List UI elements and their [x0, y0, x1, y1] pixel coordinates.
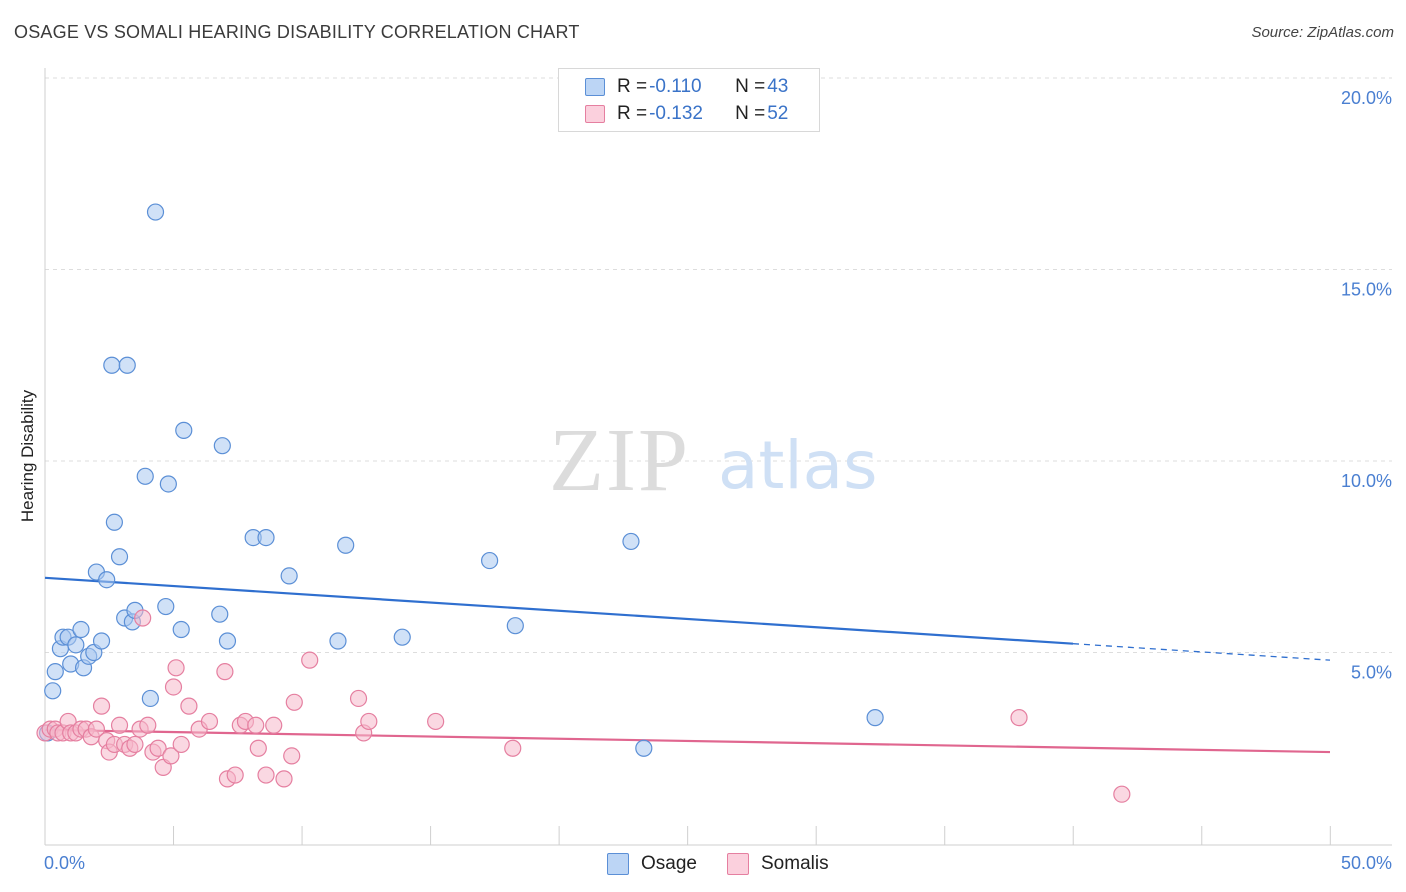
osage-point [635, 739, 653, 757]
somalis-point [139, 716, 157, 734]
x-tick-label: 0.0% [44, 853, 85, 873]
somalis-point [87, 720, 106, 738]
somalis-point [162, 747, 180, 765]
legend-row-osage: R = -0.110 N = 43 [585, 74, 788, 100]
legend-n-label: N = [735, 103, 766, 124]
somalis-point [301, 651, 319, 669]
grid-lines [45, 77, 1392, 653]
osage-point [72, 620, 90, 639]
somalis-point [283, 747, 301, 765]
osage-point [218, 632, 237, 650]
tick-labels: 5.0% 10.0% 15.0% 20.0% 0.0% 50.0% [44, 88, 1392, 873]
somalis-point [92, 697, 111, 715]
osage-point [280, 567, 298, 585]
somalis-legend-label: Somalis [761, 853, 829, 874]
somalis-point [172, 735, 190, 754]
osage-point [105, 513, 123, 531]
bottom-legend-osage: Osage [607, 850, 697, 878]
osage-swatch [585, 78, 605, 96]
osage-trend-extension [1072, 643, 1331, 661]
somalis-point [257, 766, 275, 784]
somalis-point [427, 712, 445, 731]
somalis-point [275, 770, 293, 788]
watermark-zip: ZIP [549, 411, 690, 510]
x-tick-label: 50.0% [1341, 853, 1392, 873]
somalis-point [1113, 785, 1131, 803]
watermark: ZIP atlas [549, 411, 878, 510]
stats-legend: R = -0.110 N = 43 R = -0.132 N = 52 [558, 68, 820, 132]
somalis-point [110, 716, 129, 734]
somalis-swatch [585, 105, 605, 123]
somalis-point [285, 693, 303, 711]
osage-point [46, 663, 64, 681]
legend-row-somalis: R = -0.132 N = 52 [585, 101, 788, 127]
osage-point [157, 597, 175, 616]
osage-legend-swatch [607, 853, 629, 875]
somalis-point [349, 689, 368, 708]
somalis-point [504, 739, 522, 757]
legend-r-label: R = [617, 103, 648, 124]
axes [44, 68, 1392, 846]
osage-point [172, 620, 190, 639]
watermark-atlas: atlas [718, 427, 878, 504]
somalis-point [1010, 709, 1028, 727]
legend-n-label: N = [735, 76, 766, 97]
osage-point [159, 475, 177, 493]
osage-point [622, 532, 640, 551]
somalis-point [216, 663, 234, 681]
y-tick-label: 5.0% [1351, 663, 1392, 683]
legend-r-label: R = [617, 76, 648, 97]
osage-point [103, 356, 121, 374]
osage-point [213, 437, 231, 455]
osage-point [118, 356, 136, 374]
somalis-point [164, 678, 183, 696]
osage-point [98, 571, 116, 589]
osage-point [92, 632, 111, 650]
somalis-point [249, 739, 267, 757]
trend-lines [44, 576, 1331, 754]
osage-point [866, 709, 884, 727]
osage-point [44, 682, 62, 700]
somalis-point [265, 716, 283, 734]
osage-legend-label: Osage [641, 853, 697, 874]
data-points [36, 203, 1131, 803]
somalis-point [200, 712, 219, 731]
osage-point [110, 548, 129, 566]
bottom-legend-somalis: Somalis [727, 850, 829, 878]
source-label: Source: ZipAtlas.com [1251, 24, 1394, 41]
somalis-point [149, 739, 167, 757]
somalis-point [134, 609, 152, 627]
osage-point [141, 689, 159, 708]
chart-title: OSAGE VS SOMALI HEARING DISABILITY CORRE… [14, 22, 580, 42]
osage-point [506, 617, 524, 635]
osage-point [393, 628, 411, 646]
somalis-point [180, 697, 198, 715]
osage-point [337, 536, 355, 554]
osage-point [67, 636, 85, 654]
somalis-legend-swatch [727, 853, 749, 875]
osage-point [136, 467, 154, 485]
osage-point [329, 632, 347, 650]
legend-r-value: -0.132 [649, 103, 703, 124]
osage-point [211, 605, 229, 623]
somalis-trend-line [44, 728, 1331, 754]
somalis-point [360, 712, 378, 731]
somalis-point [226, 766, 244, 784]
osage-point [481, 551, 499, 570]
legend-n-value: 52 [767, 103, 789, 124]
y-tick-label: 10.0% [1341, 471, 1392, 491]
y-tick-label: 20.0% [1341, 88, 1392, 108]
osage-trend-line [44, 576, 1074, 645]
legend-r-value: -0.110 [649, 76, 702, 97]
legend-n-value: 43 [767, 76, 789, 97]
osage-point [257, 528, 275, 547]
somalis-point [247, 716, 265, 734]
osage-point [146, 203, 165, 221]
somalis-point [126, 735, 144, 754]
y-tick-label: 15.0% [1341, 280, 1392, 300]
osage-point [175, 421, 193, 439]
somalis-point [167, 659, 185, 677]
